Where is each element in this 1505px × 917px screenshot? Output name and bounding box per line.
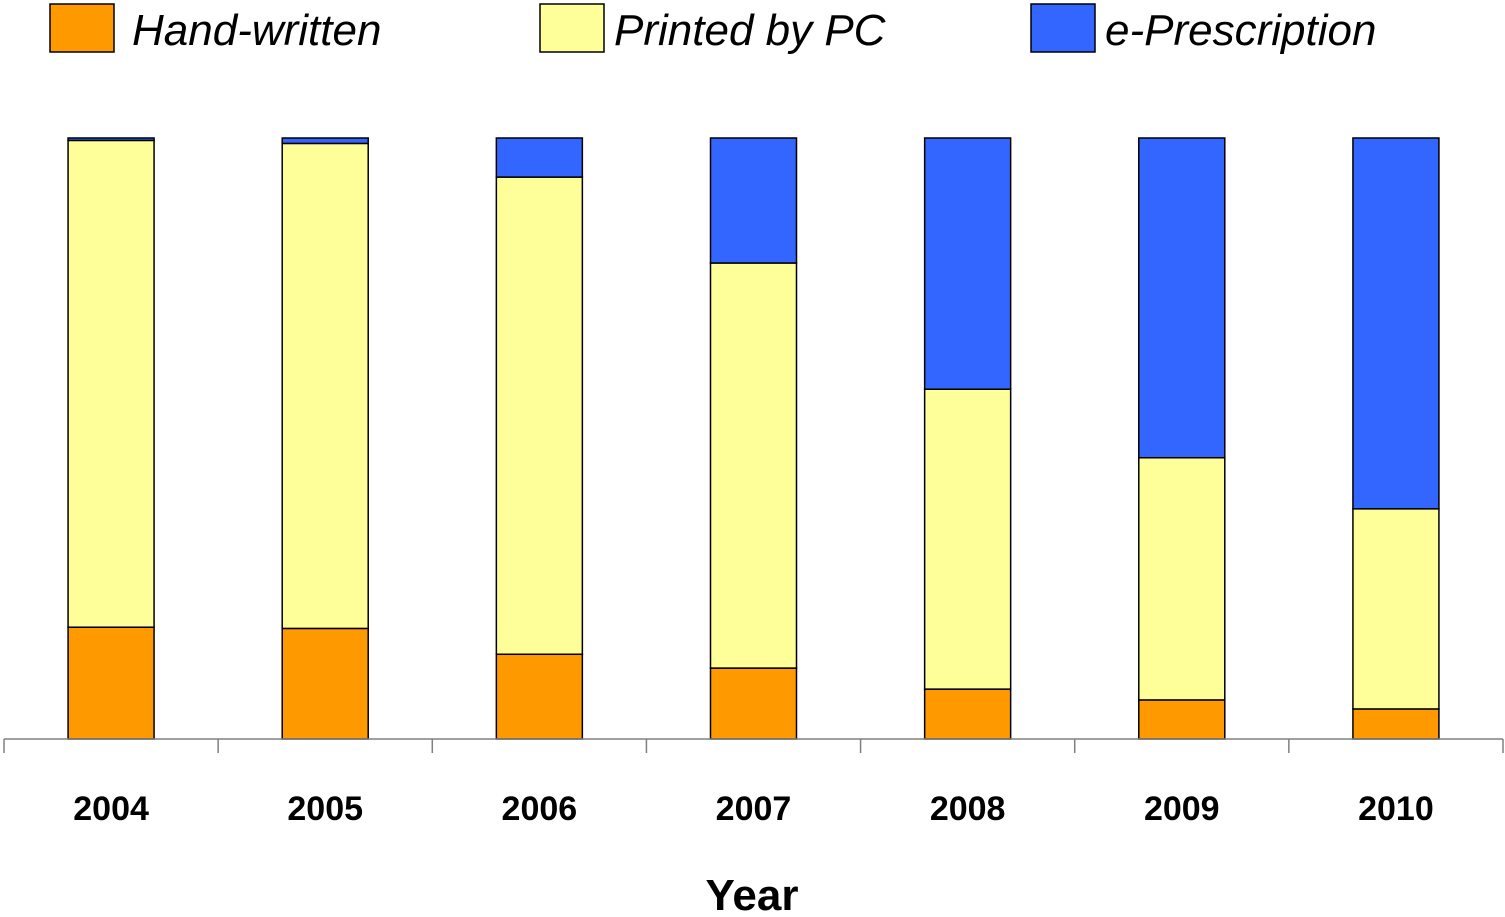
bar-2006-e-prescription	[495, 137, 584, 178]
bar-2010-e-prescription	[1352, 137, 1440, 510]
bar-2007-e-prescription	[709, 137, 798, 264]
bar-2004-printed-by-pc	[67, 139, 155, 628]
x-tick-label-2007: 2007	[716, 790, 792, 828]
legend-swatch-e-prescription	[1030, 3, 1096, 53]
bar-2005-printed-by-pc	[281, 142, 369, 630]
x-tick-label-2006: 2006	[502, 790, 578, 828]
bar-2010-printed-by-pc	[1352, 508, 1440, 710]
bar-2009-e-prescription	[1138, 137, 1226, 459]
bar-2007-hand-written	[709, 667, 798, 740]
bar-2008-e-prescription	[923, 137, 1012, 390]
legend-swatch-hand-written	[49, 3, 115, 53]
legend-label-printed-by-pc: Printed by PC	[614, 6, 887, 55]
legend-item-printed-by-pc: Printed by PC	[539, 3, 887, 55]
x-tick-label-2009: 2009	[1144, 790, 1220, 828]
bar-2008-printed-by-pc	[923, 388, 1012, 690]
legend-label-hand-written: Hand-written	[132, 6, 381, 55]
x-axis-title: Year	[706, 871, 799, 917]
bars-layer	[67, 137, 1440, 740]
x-tick-label-2005: 2005	[287, 790, 363, 828]
x-tick-labels: 2004 2005 2006 2007 2008 2009 2010	[73, 790, 1433, 828]
bar-2008-hand-written	[923, 688, 1012, 740]
x-tick-label-2004: 2004	[73, 790, 149, 828]
x-axis	[3, 738, 1504, 753]
bar-2006-printed-by-pc	[495, 176, 584, 656]
bar-2009-hand-written	[1138, 699, 1226, 740]
bar-2010-hand-written	[1352, 708, 1440, 740]
legend-item-e-prescription: e-Prescription	[1030, 3, 1376, 55]
bar-2004-e-prescription	[67, 137, 155, 142]
bar-2005-e-prescription	[281, 137, 369, 145]
bar-2006-hand-written	[495, 653, 584, 740]
x-tick-label-2008: 2008	[930, 790, 1006, 828]
legend: Hand-written Printed by PC e-Prescriptio…	[49, 3, 1376, 55]
bar-2005-hand-written	[281, 627, 369, 740]
bar-2009-printed-by-pc	[1138, 456, 1226, 701]
bar-2004-hand-written	[67, 626, 155, 740]
legend-label-e-prescription: e-Prescription	[1105, 6, 1376, 55]
x-tick-label-2010: 2010	[1358, 790, 1434, 828]
legend-swatch-printed-by-pc	[539, 3, 605, 53]
bar-2007-printed-by-pc	[709, 262, 798, 669]
legend-item-hand-written: Hand-written	[49, 3, 381, 55]
